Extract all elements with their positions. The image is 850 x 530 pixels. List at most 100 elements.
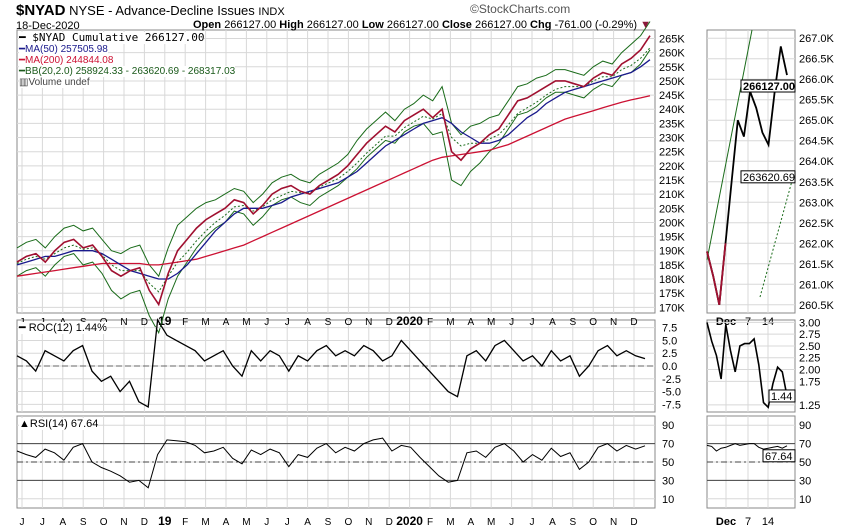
x-tick-label-bottom: D	[141, 517, 148, 528]
zoom-y-tick-label: 266.0K	[799, 74, 835, 86]
y-tick-label: 250K	[659, 76, 685, 88]
legend-rsi-text: RSI(14) 67.64	[29, 418, 99, 430]
x-tick-label: M	[487, 317, 495, 328]
roc-y-tick-label: 0.0	[662, 361, 677, 373]
x-tick-label-bottom: M	[201, 517, 209, 528]
x-tick-label: J	[509, 317, 514, 328]
open-label: Open	[193, 19, 222, 31]
zoom-y-tick-label: 265.0K	[799, 115, 835, 127]
x-tick-label-bottom: N	[365, 517, 372, 528]
legend-ma200-text: MA(200) 244844.08	[25, 55, 114, 66]
x-tick-label-bottom: J	[20, 517, 25, 528]
legend-rsi: ▲RSI(14) 67.64	[19, 418, 99, 430]
legend-ma50: ━MA(50) 257505.98	[19, 44, 108, 55]
rsi-y-tick-label: 50	[662, 457, 674, 469]
x-tick-label-bottom: S	[569, 517, 576, 528]
y-tick-label: 195K	[659, 232, 685, 244]
high-label: High	[279, 19, 304, 31]
x-tick-label-bottom: A	[304, 517, 311, 528]
legend-volume-text: Volume undef	[28, 77, 90, 88]
low-label: Low	[361, 19, 384, 31]
x-tick-label: 2020	[396, 314, 423, 328]
x-tick-label-bottom: S	[325, 517, 332, 528]
x-tick-label: O	[345, 317, 353, 328]
x-tick-label-bottom: M	[242, 517, 250, 528]
y-tick-label: 225K	[659, 147, 685, 159]
x-tick-label-bottom: J	[264, 517, 269, 528]
roc-zoom-y-tick-label: 1.75	[799, 376, 820, 388]
x-tick-label: A	[549, 317, 556, 328]
y-tick-label: 265K	[659, 33, 685, 45]
roc-last-label: 1.44	[771, 391, 792, 403]
close-label: Close	[441, 19, 472, 31]
ma200-line	[16, 95, 651, 277]
x-tick-label-bottom: J	[530, 517, 535, 528]
x-tick-label-bottom: 2020	[396, 514, 423, 528]
roc-line	[16, 318, 646, 408]
roc-y-tick-label: 7.5	[662, 323, 677, 335]
roc-zoom-y-tick-label: 2.75	[799, 329, 820, 341]
bb-mid-line	[16, 47, 651, 293]
rsi-zoom-y-tick-label: 10	[799, 494, 811, 506]
legend-ma200: ━MA(200) 244844.08	[19, 55, 114, 66]
x-tick-label-bottom: A	[223, 517, 230, 528]
close-value: 266127.00	[474, 19, 527, 31]
rsi-zoom-y-tick-label: 30	[799, 475, 811, 487]
zoom-bb-upper-line	[706, 29, 753, 261]
y-tick-label: 215K	[659, 175, 685, 187]
zoom-y-tick-label: 260.5K	[799, 300, 835, 312]
x-tick-label: J	[530, 317, 535, 328]
x-tick-label-bottom: N	[120, 517, 127, 528]
rsi-y-tick-label: 70	[662, 439, 674, 451]
zoom-y-tick-label: 264.5K	[799, 136, 835, 148]
y-tick-label: 210K	[659, 189, 685, 201]
mid-band-label: 263620.69	[743, 172, 795, 184]
y-tick-label: 190K	[659, 246, 685, 258]
roc-zoom-y-tick-label: 1.25	[799, 400, 820, 412]
x-tick-label-bottom: M	[446, 517, 454, 528]
roc-y-tick-label: -5.0	[662, 387, 681, 399]
y-tick-label: 175K	[659, 288, 685, 300]
x-tick-label: J	[264, 317, 269, 328]
zoom-y-tick-label: 262.5K	[799, 218, 835, 230]
x-tick-label-bottom: A	[59, 517, 66, 528]
legend-roc-text: ROC(12) 1.44%	[28, 322, 107, 334]
x-tick-label-bottom: 19	[158, 514, 172, 528]
x-tick-label-bottom: S	[80, 517, 87, 528]
roc-y-tick-label: -7.5	[662, 399, 681, 411]
x-tick-label-bottom: A	[549, 517, 556, 528]
x-tick-label-bottom: M	[487, 517, 495, 528]
roc-y-tick-label: 2.5	[662, 348, 677, 360]
open-value: 266127.00	[224, 19, 277, 31]
x-tick-label: A	[304, 317, 311, 328]
x-tick-label: F	[427, 317, 433, 328]
y-tick-label: 180K	[659, 274, 685, 286]
roc-zoom-line	[706, 322, 788, 409]
chg-label: Chg	[530, 19, 552, 31]
x-tick-label-bottom: J	[40, 517, 45, 528]
y-tick-label: 170K	[659, 302, 685, 314]
low-value: 266127.00	[386, 19, 439, 31]
zoom-y-tick-label: 263.5K	[799, 177, 835, 189]
legend-main-text: $NYAD Cumulative 266127.00	[32, 31, 205, 44]
legend-volume: ▥Volume undef	[19, 77, 90, 88]
x-tick-label: A	[467, 317, 474, 328]
roc-last-tag	[768, 389, 796, 403]
last-price-label: 266127.00	[743, 81, 795, 93]
chart-date: 18-Dec-2020	[16, 20, 80, 32]
y-tick-label: 220K	[659, 161, 685, 173]
roc-zoom-y-tick-label: 2.00	[799, 365, 820, 377]
index-name: NYSE - Advance-Decline Issues	[69, 3, 255, 18]
x-tick-label: A	[223, 317, 230, 328]
roc-zoom-y-tick-label: 2.50	[799, 341, 820, 353]
roc-zoom-y-tick-label: 3.00	[799, 317, 820, 329]
rsi-zoom-y-tick-label: 70	[799, 439, 811, 451]
zoom-y-tick-label: 267.0K	[799, 33, 835, 45]
price-line	[16, 35, 651, 307]
x-tick-label-bottom: D	[630, 517, 637, 528]
rsi-line	[16, 437, 646, 489]
legend-roc: ━ ROC(12) 1.44%	[19, 322, 107, 334]
roc-y-tick-label: 5.0	[662, 335, 677, 347]
x-tick-label-bottom: A	[467, 517, 474, 528]
